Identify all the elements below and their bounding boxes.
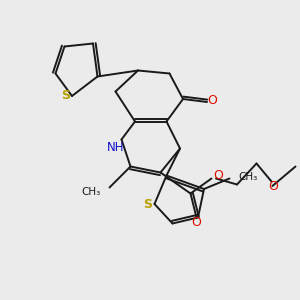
Text: CH₃: CH₃ — [82, 187, 101, 197]
Text: O: O — [208, 94, 217, 107]
Text: O: O — [213, 169, 223, 182]
Text: CH₃: CH₃ — [238, 172, 258, 182]
Text: O: O — [268, 180, 278, 194]
Text: O: O — [191, 216, 201, 230]
Text: S: S — [143, 198, 152, 211]
Text: NH: NH — [107, 141, 125, 154]
Text: S: S — [61, 89, 70, 102]
